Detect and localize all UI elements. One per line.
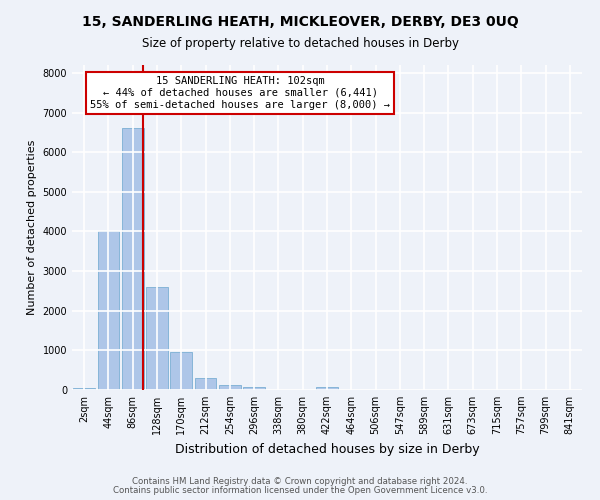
Bar (219, 385, 241, 390)
Text: Contains HM Land Registry data © Crown copyright and database right 2024.: Contains HM Land Registry data © Crown c… (132, 477, 468, 486)
Text: Contains public sector information licensed under the Open Government Licence v3: Contains public sector information licen… (113, 486, 487, 495)
Bar (316, 386, 338, 390)
Bar (146, 287, 168, 390)
Bar (97, 232, 119, 390)
X-axis label: Distribution of detached houses by size in Derby: Distribution of detached houses by size … (175, 442, 479, 456)
Bar (170, 352, 192, 390)
Bar (122, 128, 143, 390)
Bar (194, 378, 217, 390)
Text: Size of property relative to detached houses in Derby: Size of property relative to detached ho… (142, 38, 458, 51)
Text: 15 SANDERLING HEATH: 102sqm
← 44% of detached houses are smaller (6,441)
55% of : 15 SANDERLING HEATH: 102sqm ← 44% of det… (91, 76, 391, 110)
Bar (243, 386, 265, 390)
Bar (73, 388, 95, 390)
Y-axis label: Number of detached properties: Number of detached properties (27, 140, 37, 315)
Text: 15, SANDERLING HEATH, MICKLEOVER, DERBY, DE3 0UQ: 15, SANDERLING HEATH, MICKLEOVER, DERBY,… (82, 15, 518, 29)
